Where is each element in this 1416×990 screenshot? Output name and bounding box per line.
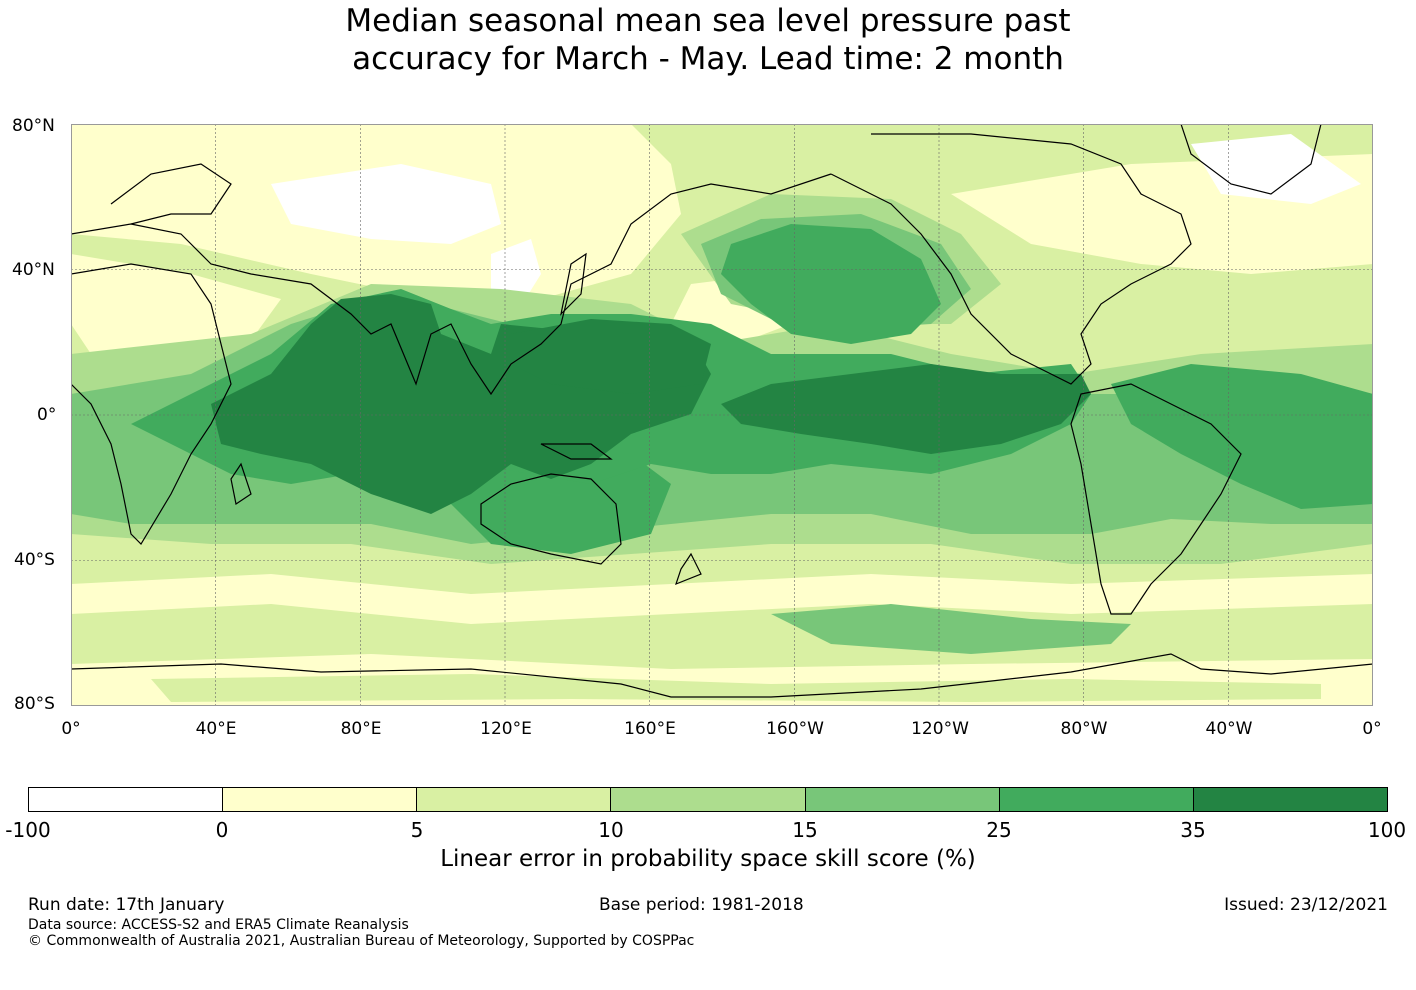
lat-label-40s: 40°S: [14, 550, 55, 570]
coast-europe-north: [110, 163, 232, 225]
region-tropical-atlantic-35: [1111, 364, 1373, 509]
region-antarctic-10: [151, 674, 1321, 702]
coast-japan: [560, 252, 587, 316]
region-southern-low-1: [71, 574, 1373, 624]
colorbar-segment: [1193, 788, 1387, 811]
map-gridlines: [71, 124, 1373, 706]
lon-label-40w: 40°W: [1205, 719, 1253, 739]
issued-date: Issued: 23/12/2021: [1224, 895, 1388, 915]
run-date: Run date: 17th January: [28, 895, 225, 915]
coast-australia: [480, 473, 622, 565]
coastlines: [70, 123, 1374, 698]
colorbar-tick: 10: [598, 818, 624, 842]
colorbar-segment: [999, 788, 1194, 811]
colorbar-segment: [805, 788, 1000, 811]
coast-madagascar: [230, 462, 252, 505]
coast-new-zealand: [675, 552, 702, 586]
region-nw-pacific-core: [511, 319, 711, 394]
colorbar: [28, 787, 1388, 812]
colorbar-segment: [223, 788, 418, 811]
region-central-pacific-core: [721, 364, 1091, 454]
colorbar-tick: -100: [5, 818, 51, 842]
lat-label-80n: 80°N: [12, 116, 55, 136]
map-svg: [70, 123, 1374, 706]
lat-label-80s: 80°S: [14, 694, 55, 714]
colorbar-tick: 100: [1367, 818, 1407, 842]
region-southern-15: [771, 604, 1131, 654]
coast-new-guinea: [540, 443, 613, 460]
lon-label-0-left: 0°: [61, 719, 81, 739]
title-line-1: Median seasonal mean sea level pressure …: [345, 3, 1071, 39]
skill-score-map: [70, 123, 1374, 706]
base-period: Base period: 1981-2018: [599, 895, 804, 915]
coast-north-america: [830, 133, 1192, 385]
lon-label-80e: 80°E: [340, 719, 382, 739]
lon-label-160e: 160°E: [624, 719, 676, 739]
region-siberia-white: [271, 164, 501, 244]
colorbar-tick: 15: [792, 818, 818, 842]
colorbar-segment: [29, 788, 224, 811]
lon-label-160w: 160°W: [766, 719, 824, 739]
region-north-pacific-35: [721, 224, 941, 344]
lat-label-equator: 0°: [37, 405, 57, 425]
colorbar-segment: [417, 788, 612, 811]
data-source: Data source: ACCESS-S2 and ERA5 Climate …: [28, 917, 409, 933]
coast-antarctica: [70, 653, 1374, 698]
lon-label-40e: 40°E: [195, 719, 237, 739]
map-border: [71, 124, 1373, 706]
colorbar-label: Linear error in probability space skill …: [440, 846, 976, 872]
title-line-2: accuracy for March - May. Lead time: 2 m…: [352, 41, 1064, 77]
map-title: Median seasonal mean sea level pressure …: [0, 2, 1416, 78]
coast-south-america: [1070, 383, 1242, 615]
colorbar-segment: [611, 788, 806, 811]
colorbar-tick: 5: [410, 818, 424, 842]
colorbar-tick: 0: [215, 818, 229, 842]
colorbar-tick: 35: [1180, 818, 1206, 842]
lon-label-80w: 80°W: [1060, 719, 1108, 739]
colorbar-tick: 25: [986, 818, 1012, 842]
copyright: © Commonwealth of Australia 2021, Austra…: [28, 933, 695, 949]
coast-africa: [70, 263, 232, 545]
lat-label-40n: 40°N: [12, 260, 55, 280]
lon-label-0-right: 0°: [1362, 719, 1382, 739]
region-hudson-white: [1191, 134, 1361, 204]
lon-label-120w: 120°W: [911, 719, 969, 739]
coast-eurasia: [70, 173, 832, 396]
lon-label-120e: 120°E: [480, 719, 532, 739]
